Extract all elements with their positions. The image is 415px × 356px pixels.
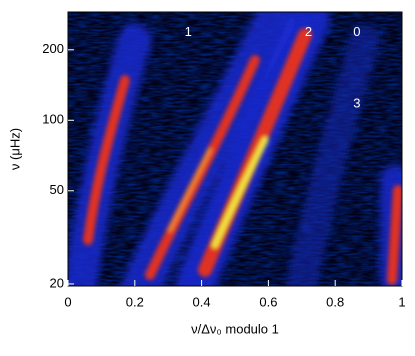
x-tick-label: 0.8 bbox=[326, 294, 344, 309]
heatmap bbox=[68, 12, 402, 286]
y-axis-label: ν (μHz) bbox=[7, 128, 22, 170]
annotation: 1 bbox=[185, 24, 192, 39]
plot-frame bbox=[67, 11, 403, 287]
y-tick-label: 200 bbox=[42, 41, 64, 56]
x-tick-label: 0.4 bbox=[193, 294, 211, 309]
x-tick-label: 0 bbox=[64, 294, 71, 309]
annotation: 3 bbox=[353, 96, 360, 111]
y-tick-label: 20 bbox=[50, 275, 64, 290]
annotation: 2 bbox=[305, 24, 312, 39]
x-tick-label: 0.2 bbox=[126, 294, 144, 309]
x-axis-label: ν/Δν₀ modulo 1 bbox=[191, 321, 279, 336]
x-tick-label: 1 bbox=[398, 294, 405, 309]
x-tick-label: 0.6 bbox=[259, 294, 277, 309]
annotation: 0 bbox=[353, 24, 360, 39]
y-tick-label: 50 bbox=[50, 182, 64, 197]
y-tick-label: 100 bbox=[42, 112, 64, 127]
